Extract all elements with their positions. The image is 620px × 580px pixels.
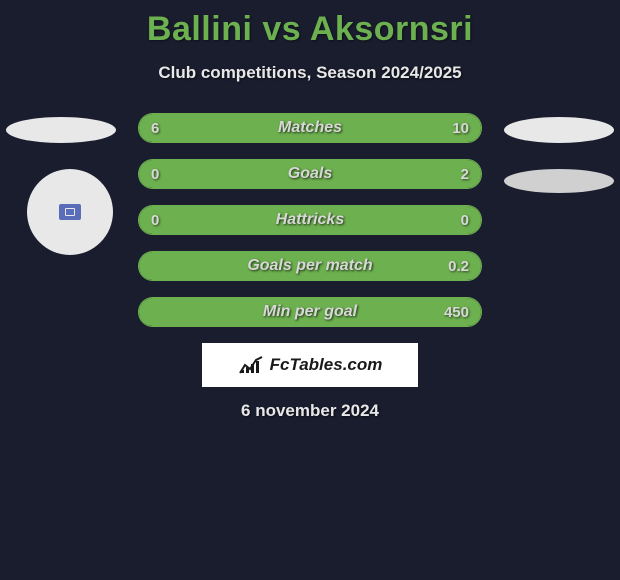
stat-label: Goals — [139, 165, 481, 183]
stat-value-right: 2 — [461, 166, 469, 183]
stat-label: Matches — [139, 119, 481, 137]
stat-row-min-per-goal: Min per goal 450 — [138, 297, 482, 327]
player-right-oval-2 — [504, 169, 614, 193]
stat-row-hattricks: 0 Hattricks 0 — [138, 205, 482, 235]
stats-area: 6 Matches 10 0 Goals 2 0 Hattricks 0 — [0, 113, 620, 421]
stat-label: Hattricks — [139, 211, 481, 229]
comparison-widget: Ballini vs Aksornsri Club competitions, … — [0, 0, 620, 421]
comparison-bars: 6 Matches 10 0 Goals 2 0 Hattricks 0 — [138, 113, 482, 327]
player-left-avatar — [27, 169, 113, 255]
branding-panel: FcTables.com — [202, 343, 418, 387]
stat-label: Goals per match — [139, 257, 481, 275]
stat-value-right: 450 — [444, 304, 469, 321]
stat-row-goals: 0 Goals 2 — [138, 159, 482, 189]
stat-value-right: 0.2 — [448, 258, 469, 275]
subtitle: Club competitions, Season 2024/2025 — [0, 63, 620, 83]
stat-row-matches: 6 Matches 10 — [138, 113, 482, 143]
avatar-placeholder-icon — [59, 204, 81, 220]
page-title: Ballini vs Aksornsri — [0, 10, 620, 49]
player-right-oval — [504, 117, 614, 143]
stat-label: Min per goal — [139, 303, 481, 321]
stat-value-right: 0 — [461, 212, 469, 229]
stat-value-right: 10 — [452, 120, 469, 137]
fctables-logo-icon — [238, 355, 264, 375]
branding-text: FcTables.com — [270, 355, 383, 375]
stat-row-goals-per-match: Goals per match 0.2 — [138, 251, 482, 281]
date-text: 6 november 2024 — [0, 401, 620, 421]
player-left-oval — [6, 117, 116, 143]
